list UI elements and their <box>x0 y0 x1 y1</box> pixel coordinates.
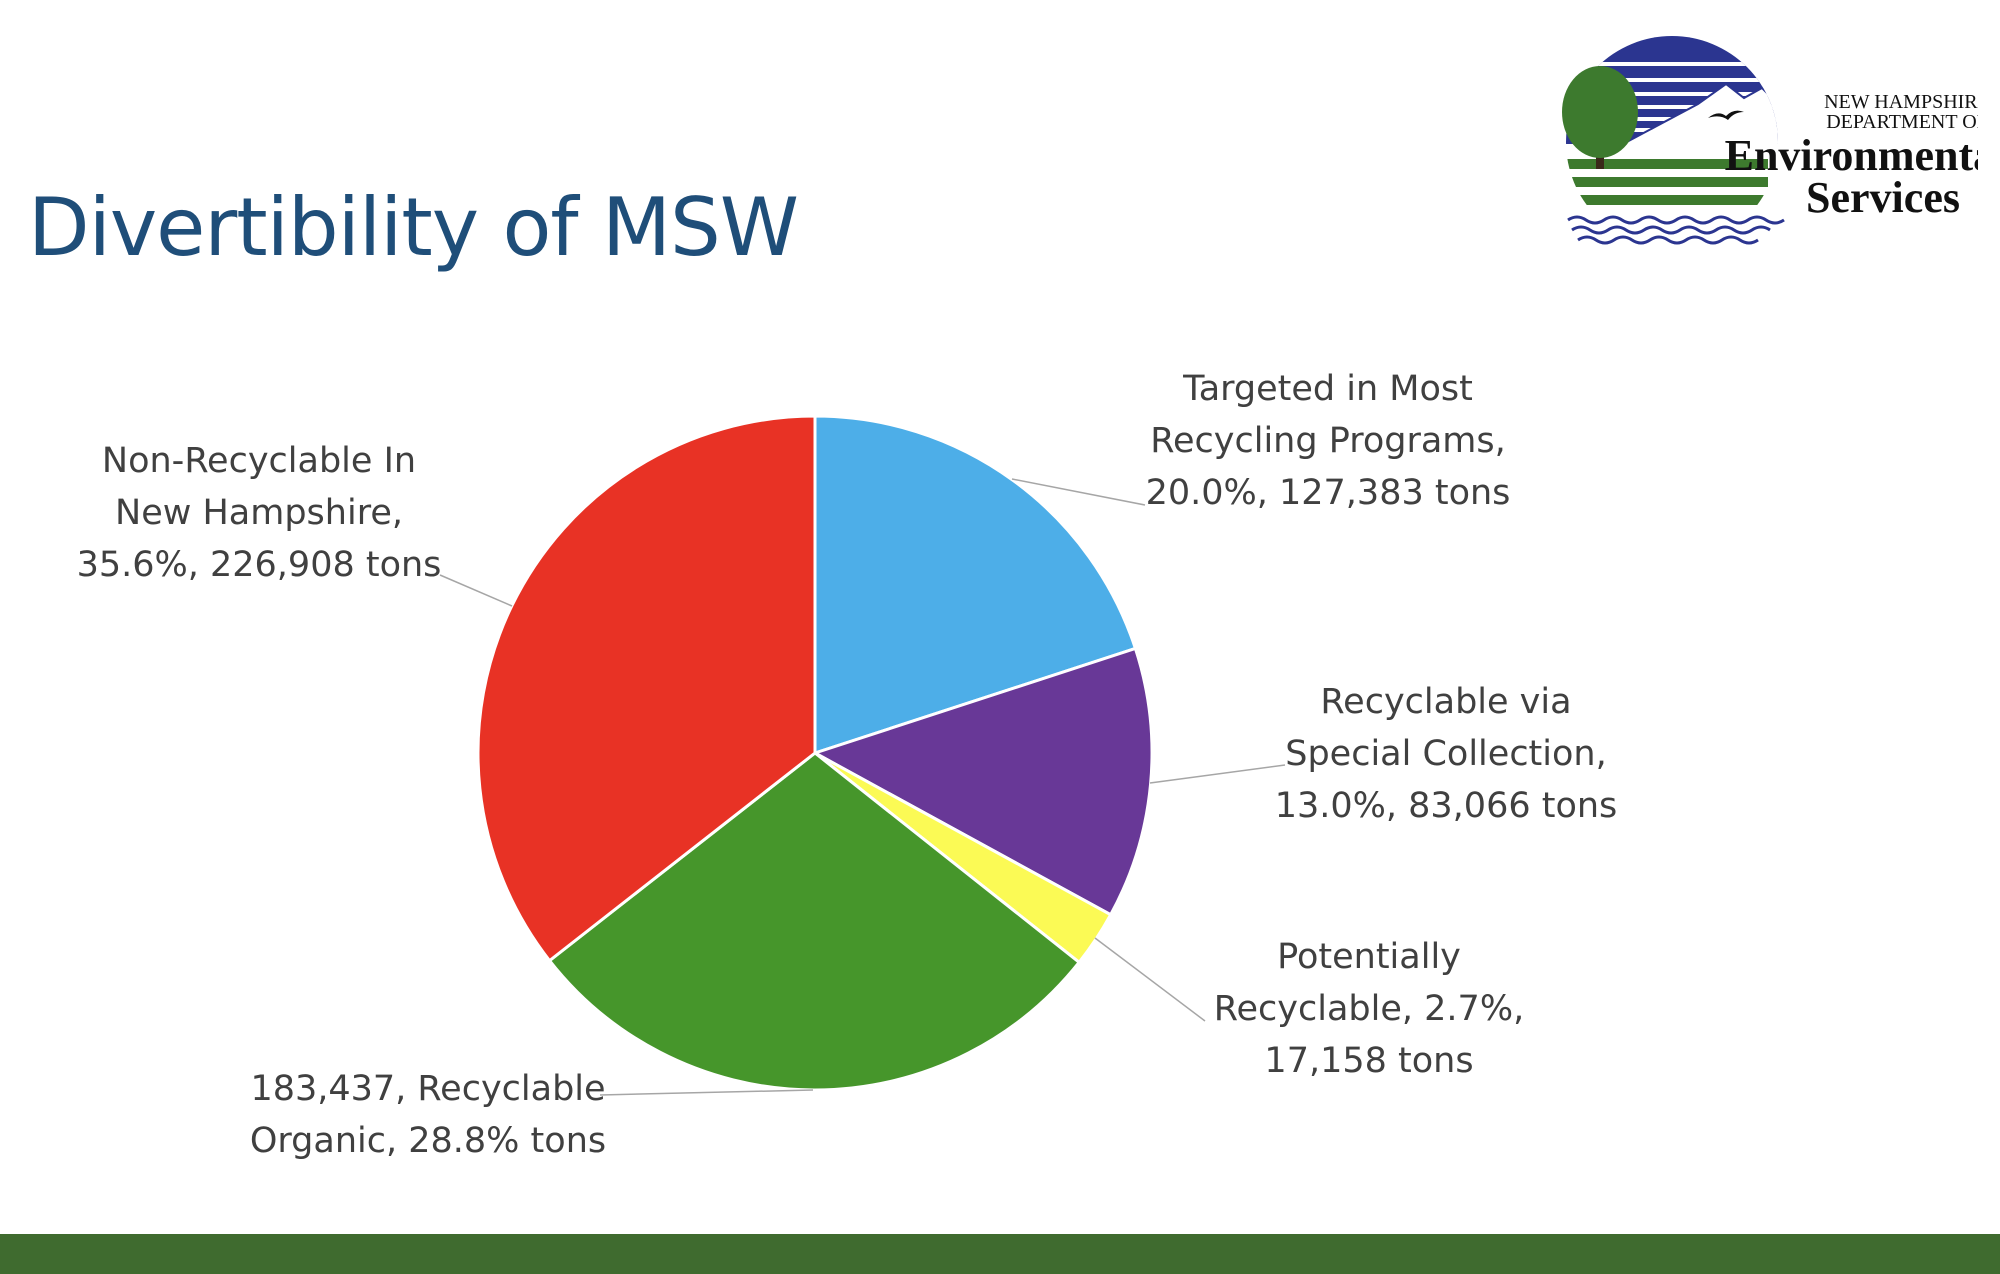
nhdes-logo: NEW HAMPSHIRE DEPARTMENT OF Environmenta… <box>1562 36 1978 248</box>
leader-line-targeted-in-most-recycling-programs <box>1011 478 1146 506</box>
data-label-recyclable-via-special-collection: Recyclable via Special Collection, 13.0%, … <box>1275 682 1618 826</box>
bird-icon <box>1708 110 1744 120</box>
data-label-recyclable-organic: 183,437, Recyclable Organic, 28.8% tons <box>250 1069 606 1161</box>
pie-slice-recyclable-organic <box>547 751 1082 1092</box>
data-label-line: Recyclable, 2.7%, <box>1214 989 1524 1029</box>
data-label-line: Special Collection, <box>1285 734 1606 774</box>
footer-bar <box>0 1234 2000 1274</box>
data-label-line: Recyclable via <box>1320 682 1571 722</box>
logo-line-3: Environmental <box>1725 131 1978 180</box>
data-label-line: New Hampshire, <box>115 493 403 533</box>
data-label-line: 20.0%, 127,383 tons <box>1146 473 1511 513</box>
leader-lines <box>439 478 1286 1096</box>
pie-slice-recyclable-via-special-collection <box>811 646 1154 917</box>
tree-icon <box>1562 66 1638 169</box>
pie-slices <box>476 414 1154 1092</box>
leader-line-recyclable-organic <box>599 1089 814 1096</box>
data-label-line: Organic, 28.8% tons <box>250 1121 606 1161</box>
data-label-line: Potentially <box>1277 937 1461 977</box>
slide-title: Divertibility of MSW <box>28 181 799 274</box>
data-label-line: 35.6%, 226,908 tons <box>77 545 442 585</box>
pie-slice-targeted-in-most-recycling-programs <box>813 414 1138 756</box>
data-label-line: 17,158 tons <box>1264 1041 1473 1081</box>
leader-line-recyclable-via-special-collection <box>1149 764 1286 784</box>
data-labels: Targeted in Most Recycling Programs, 20.0%… <box>77 369 1618 1161</box>
logo-line-1: NEW HAMPSHIRE <box>1824 91 1978 113</box>
water-waves <box>1567 215 1785 245</box>
data-label-line: 183,437, Recyclable <box>250 1069 605 1109</box>
logo-line-4: Services <box>1806 173 1960 222</box>
data-label-line: Non-Recyclable In <box>102 441 416 481</box>
data-label-line: Recycling Programs, <box>1150 421 1506 461</box>
data-label-non-recyclable-in-new-hampshire: Non-Recyclable In New Hampshire, 35.6%, 22… <box>77 441 442 585</box>
data-label-line: 13.0%, 83,066 tons <box>1275 786 1618 826</box>
data-label-targeted-in-most-recycling-programs: Targeted in Most Recycling Programs, 20.0%… <box>1146 369 1511 513</box>
data-label-line: Targeted in Most <box>1182 369 1473 409</box>
data-label-potentially-recyclable: Potentially Recyclable, 2.7%, 17,158 tons <box>1214 937 1524 1081</box>
leader-line-non-recyclable-in-new-hampshire <box>439 574 513 607</box>
logo-line-2: DEPARTMENT OF <box>1826 111 1978 133</box>
leader-line-potentially-recyclable <box>1094 937 1206 1022</box>
